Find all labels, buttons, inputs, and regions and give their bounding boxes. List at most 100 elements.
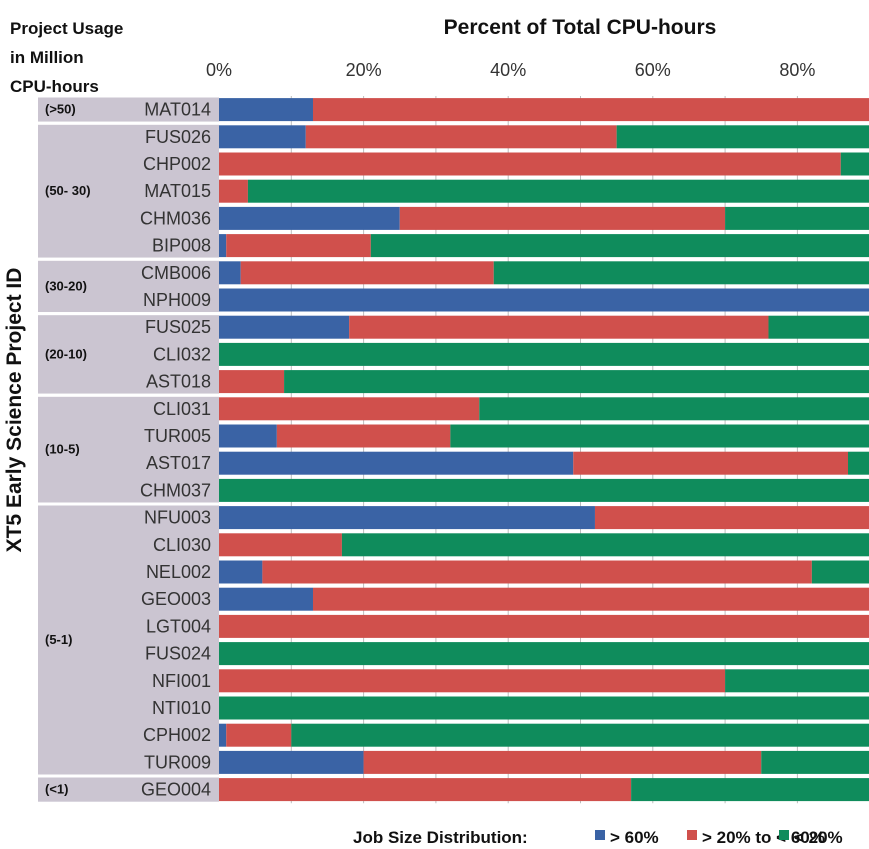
bar-segment [219, 397, 480, 421]
bar-segment [219, 506, 595, 530]
bar-segment [219, 778, 632, 802]
row-label: NPH009 [143, 290, 211, 310]
row-label: FUS025 [145, 317, 211, 337]
bar-segment [363, 750, 762, 774]
group-divider [38, 257, 219, 261]
row-label: CLI032 [153, 344, 211, 364]
group-panel [38, 396, 219, 503]
bar-segment [219, 234, 227, 258]
bar-segment [226, 234, 371, 258]
group-label: (50- 30) [45, 183, 91, 198]
bar-area [219, 98, 869, 802]
group-divider [38, 312, 219, 316]
bar-segment [262, 560, 812, 584]
corner-label-line-3: CPU-hours [10, 77, 99, 96]
bar-segment [240, 261, 494, 285]
group-panels: (>50) (50- 30) (30-20) (20-10) (10-5) (5-1) (<… [38, 97, 219, 802]
legend-swatch [595, 830, 605, 840]
bar-segment [573, 451, 849, 475]
bar-segment [219, 179, 248, 203]
bar-segment [219, 723, 227, 747]
row-label: NEL002 [146, 562, 211, 582]
row-label: LGT004 [146, 616, 211, 636]
bar-segment [312, 587, 869, 611]
row-label: CMB006 [141, 263, 211, 283]
group-label: (5-1) [45, 632, 72, 647]
group-panel [38, 124, 219, 258]
bar-segment [219, 587, 313, 611]
legend-swatch [687, 830, 697, 840]
row-label: GEO003 [141, 589, 211, 609]
group-divider [38, 121, 219, 125]
bar-segment [219, 342, 869, 366]
row-label: FUS024 [145, 644, 211, 664]
bar-segment [219, 642, 869, 666]
row-label: BIP008 [152, 236, 211, 256]
row-label: CLI031 [153, 399, 211, 419]
bar-segment [848, 451, 869, 475]
bar-segment [370, 234, 869, 258]
row-label: CHM037 [140, 480, 211, 500]
row-label: AST017 [146, 453, 211, 473]
bar-segment [725, 206, 869, 230]
bar-segment [219, 451, 574, 475]
bar-segment [219, 98, 313, 122]
bar-segment [219, 614, 869, 638]
bar-segment [219, 152, 841, 176]
bar-segment [247, 179, 869, 203]
row-label: CHP002 [143, 154, 211, 174]
group-label: (30-20) [45, 278, 87, 293]
chart-title: Percent of Total CPU-hours [444, 16, 717, 39]
x-tick-label: 40% [490, 60, 526, 80]
y-axis-label: XT5 Early Science Project ID [3, 268, 26, 553]
legend-label: < 20% [794, 828, 843, 847]
group-panel [38, 97, 219, 122]
bar-segment [219, 288, 869, 312]
row-label: TUR009 [144, 752, 211, 772]
group-divider [38, 393, 219, 397]
row-label: MAT014 [144, 100, 211, 120]
row-label: CPH002 [143, 725, 211, 745]
row-label: FUS026 [145, 127, 211, 147]
group-label: (<1) [45, 782, 68, 797]
row-labels: MAT014 FUS026 CHP002 MAT015 CHM036 BIP008 CMB0… [140, 100, 211, 800]
bar-segment [811, 560, 869, 584]
group-panel [38, 315, 219, 394]
row-label: NFI001 [152, 671, 211, 691]
bar-segment [479, 397, 869, 421]
bar-segment [840, 152, 869, 176]
bar-segment [219, 696, 869, 720]
bar-segment [226, 723, 292, 747]
x-tick-label: 0% [206, 60, 232, 80]
bar-segment [219, 560, 263, 584]
row-label: AST018 [146, 372, 211, 392]
legend-label: > 60% [610, 828, 659, 847]
group-label: (10-5) [45, 442, 80, 457]
bar-segment [761, 750, 869, 774]
bar-segment [219, 125, 306, 149]
group-label: (>50) [45, 102, 76, 117]
bar-segment [219, 206, 400, 230]
bar-segment [768, 315, 869, 339]
row-label: CLI030 [153, 535, 211, 555]
bar-segment [219, 261, 241, 285]
row-label: NFU003 [144, 508, 211, 528]
bar-segment [219, 478, 869, 502]
x-tick-label: 20% [346, 60, 382, 80]
legend: Job Size Distribution: > 60% > 20% to < 6… [353, 828, 843, 847]
group-panel [38, 505, 219, 775]
x-tick-label: 80% [779, 60, 815, 80]
bar-segment [291, 723, 869, 747]
row-label: CHM036 [140, 208, 211, 228]
bar-segment [312, 98, 869, 122]
bar-segment [305, 125, 617, 149]
bar-segment [219, 669, 726, 693]
bar-segment [284, 370, 869, 394]
group-divider [38, 774, 219, 778]
bar-segment [725, 669, 869, 693]
bar-segment [450, 424, 869, 448]
group-panel [38, 777, 219, 802]
bar-segment [616, 125, 869, 149]
bar-segment [219, 750, 364, 774]
